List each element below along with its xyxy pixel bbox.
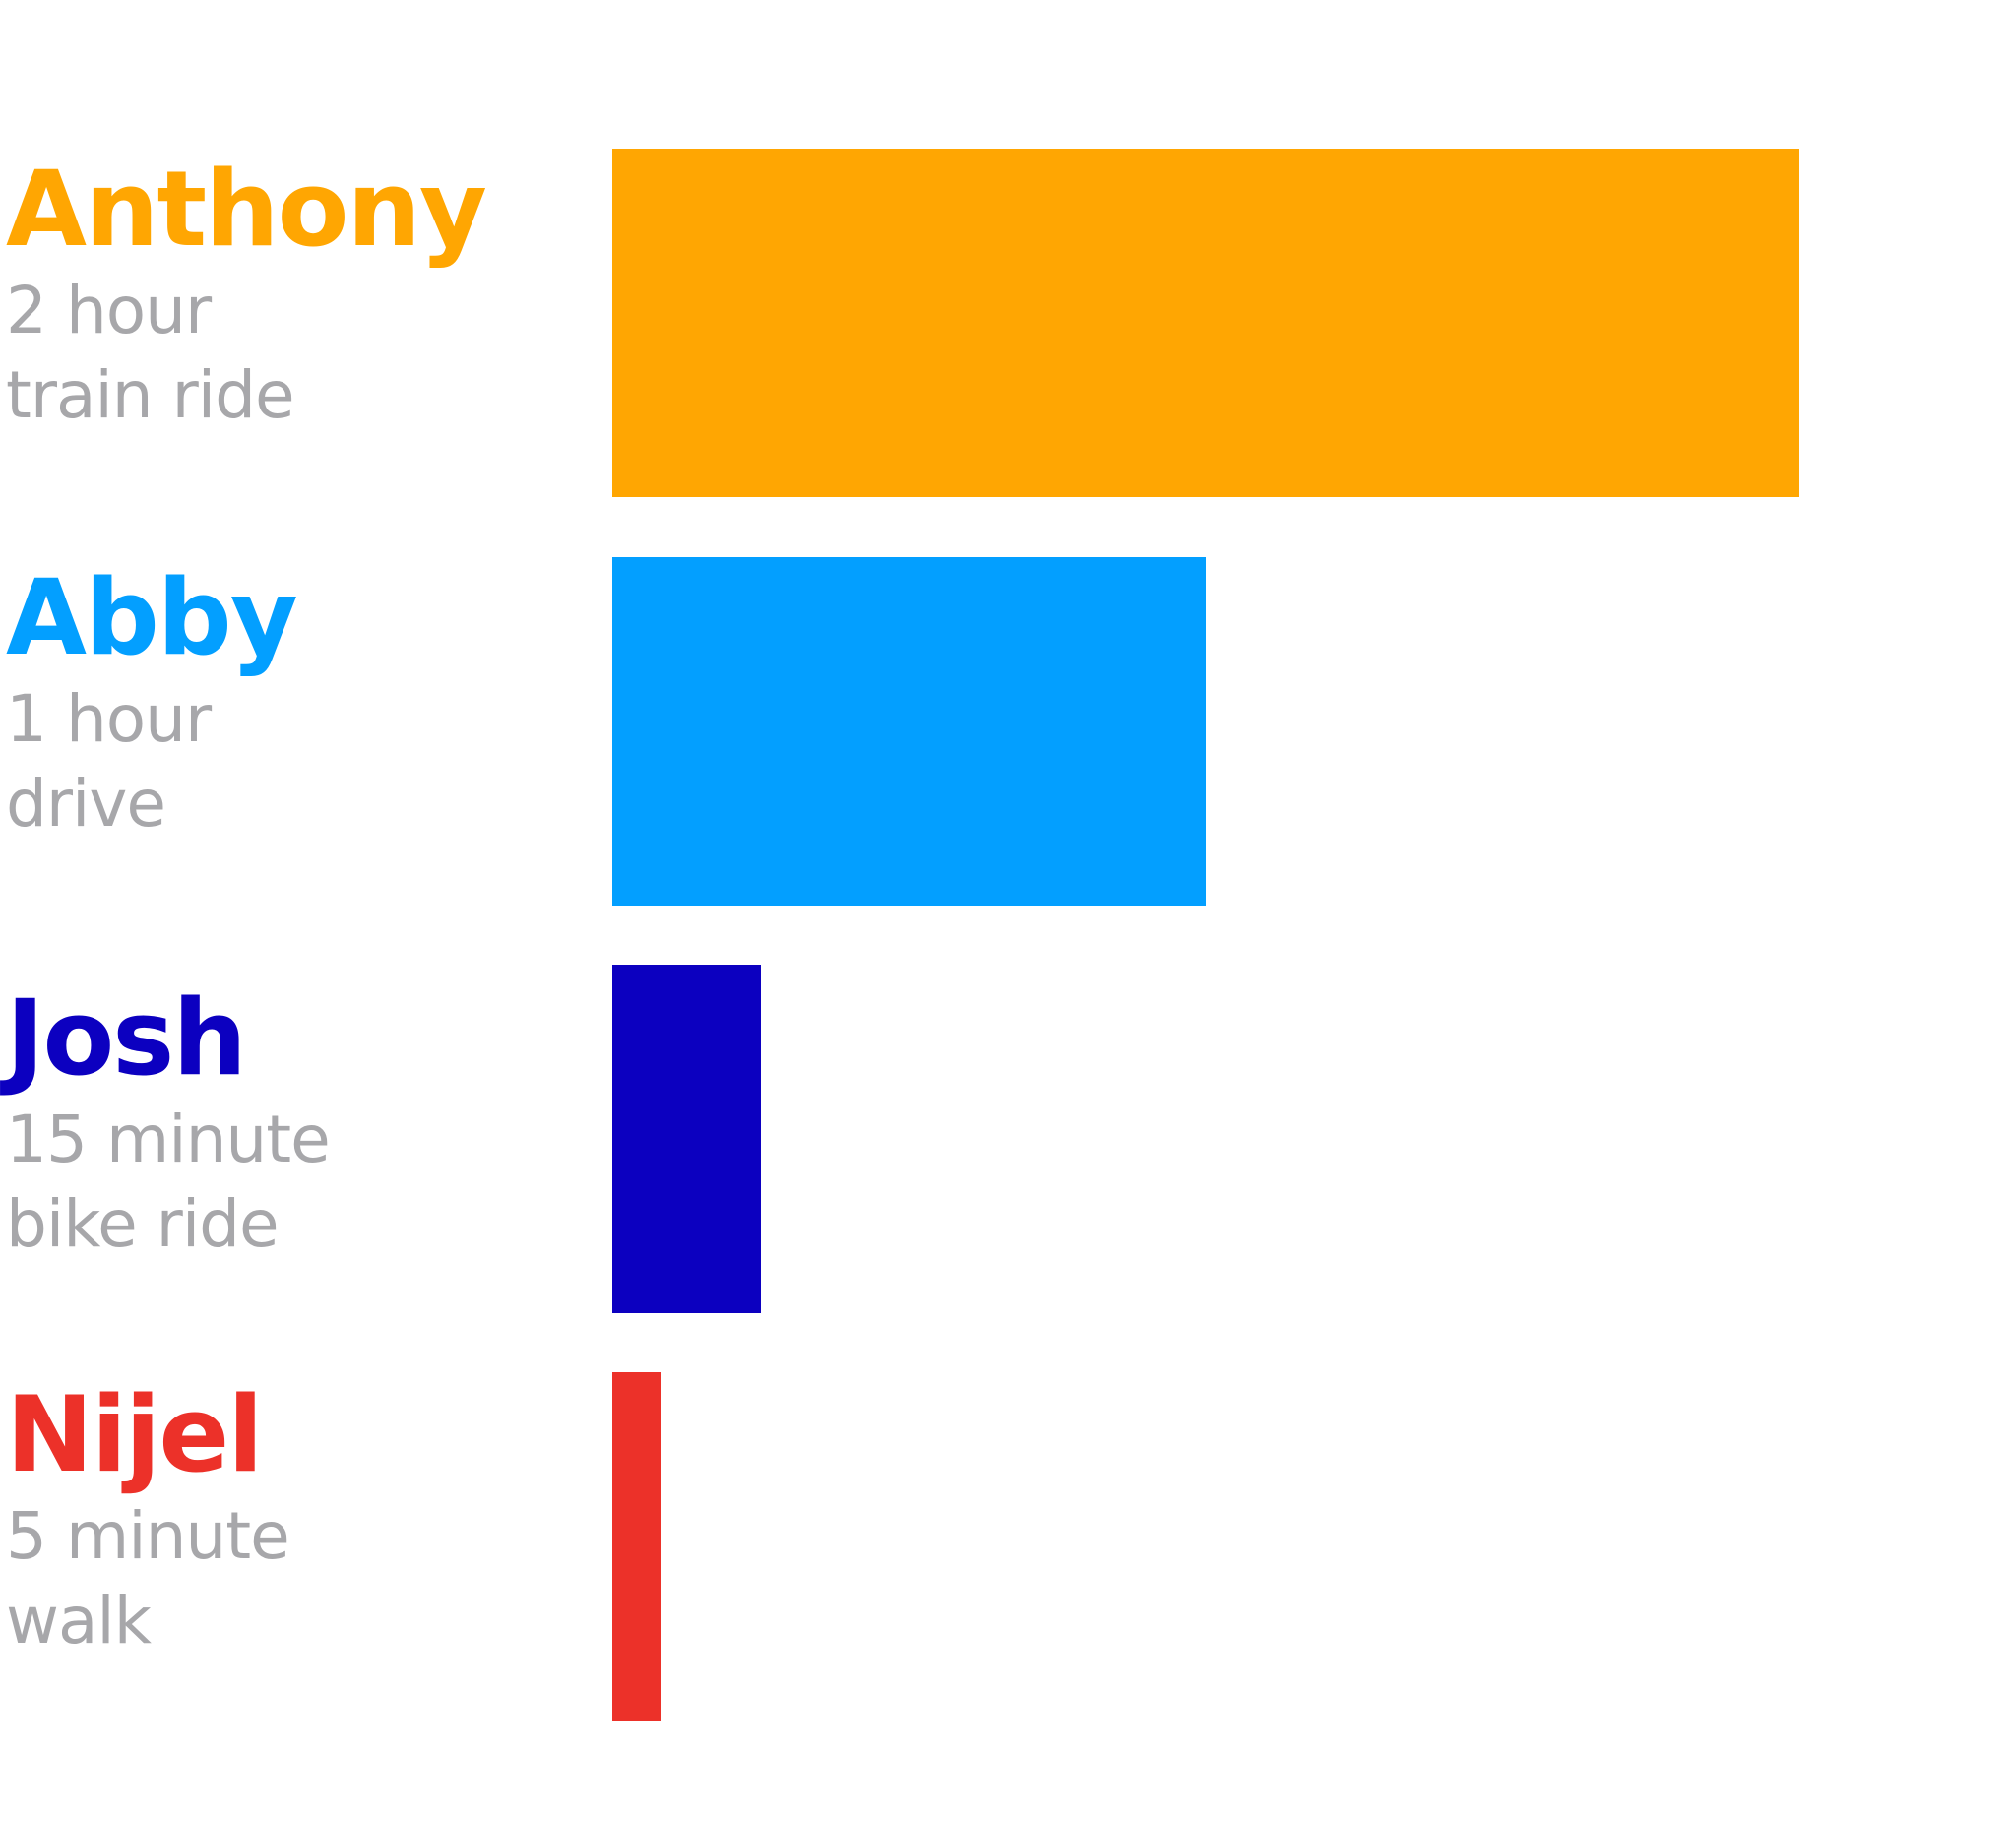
category-description-line-1: 15 minute: [6, 1102, 331, 1177]
chart-row-abby: Abby 1 hour drive: [0, 557, 2016, 907]
category-description-line-2: walk: [6, 1583, 152, 1659]
bar-anthony: [612, 149, 1799, 497]
bar-nijel: [612, 1372, 662, 1721]
category-name: Nijel: [6, 1374, 264, 1495]
category-name: Abby: [6, 557, 298, 678]
chart-row-nijel: Nijel 5 minute walk: [0, 1372, 2016, 1722]
category-name: Josh: [6, 977, 247, 1099]
category-description-line-2: bike ride: [6, 1186, 280, 1262]
chart-row-josh: Josh 15 minute bike ride: [0, 965, 2016, 1314]
row-label: Josh 15 minute bike ride: [6, 979, 597, 1267]
category-description-line-1: 1 hour: [6, 681, 212, 757]
row-label: Abby 1 hour drive: [6, 559, 597, 847]
bar-josh: [612, 965, 761, 1313]
category-name: Anthony: [6, 149, 487, 270]
chart-row-anthony: Anthony 2 hour train ride: [0, 149, 2016, 498]
category-description-line-1: 5 minute: [6, 1498, 290, 1574]
category-description-line-2: drive: [6, 766, 166, 842]
row-label: Nijel 5 minute walk: [6, 1376, 597, 1664]
bar-abby: [612, 557, 1206, 906]
row-label: Anthony 2 hour train ride: [6, 151, 597, 438]
category-description-line-2: train ride: [6, 357, 295, 433]
category-description-line-1: 2 hour: [6, 273, 212, 348]
